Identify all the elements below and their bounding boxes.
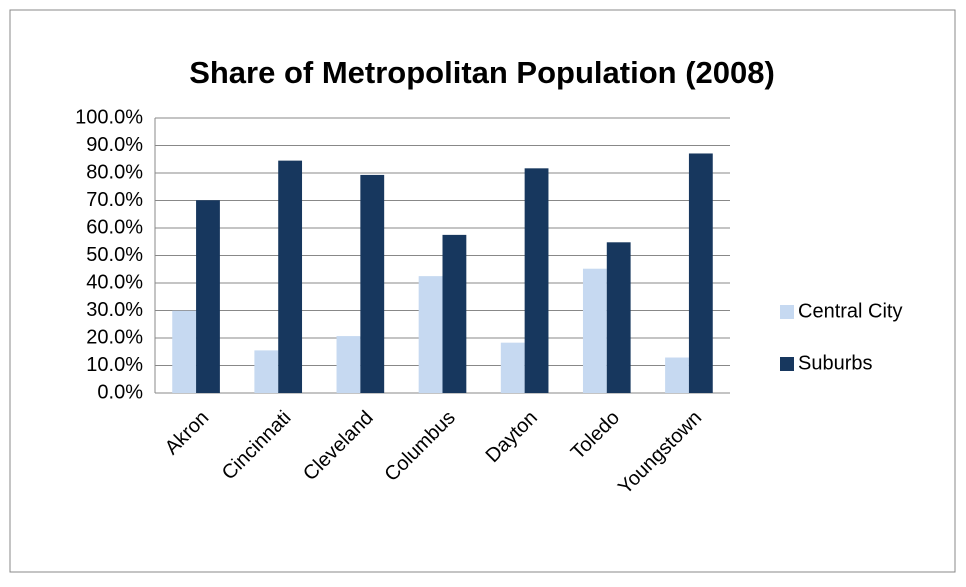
legend-label: Suburbs bbox=[798, 352, 873, 374]
bar bbox=[172, 310, 197, 393]
bar bbox=[336, 336, 361, 393]
y-tick-label: 0.0% bbox=[97, 381, 143, 403]
y-tick-label: 50.0% bbox=[86, 244, 143, 266]
y-tick-label: 90.0% bbox=[86, 134, 143, 156]
y-tick-label: 70.0% bbox=[86, 189, 143, 211]
legend-swatch bbox=[780, 357, 794, 371]
y-tick-label: 40.0% bbox=[86, 271, 143, 293]
y-tick-label: 20.0% bbox=[86, 326, 143, 348]
y-tick-label: 60.0% bbox=[86, 216, 143, 238]
bar bbox=[442, 234, 467, 393]
y-tick-label: 100.0% bbox=[75, 106, 143, 128]
bar bbox=[582, 268, 607, 393]
bar bbox=[254, 350, 279, 393]
bar bbox=[196, 200, 220, 393]
y-tick-label: 80.0% bbox=[86, 161, 143, 183]
bar bbox=[688, 153, 713, 393]
y-tick-label: 30.0% bbox=[86, 299, 143, 321]
bar bbox=[278, 160, 303, 393]
legend-label: Central City bbox=[798, 300, 902, 322]
bar bbox=[665, 357, 689, 393]
chart-title: Share of Metropolitan Population (2008) bbox=[189, 55, 775, 90]
legend-swatch bbox=[780, 305, 794, 319]
bar bbox=[418, 276, 443, 393]
bar bbox=[500, 342, 525, 393]
bar bbox=[360, 174, 385, 393]
y-tick-label: 10.0% bbox=[86, 354, 143, 376]
chart-border bbox=[9, 9, 956, 573]
bar bbox=[524, 168, 549, 393]
bar bbox=[606, 242, 631, 393]
